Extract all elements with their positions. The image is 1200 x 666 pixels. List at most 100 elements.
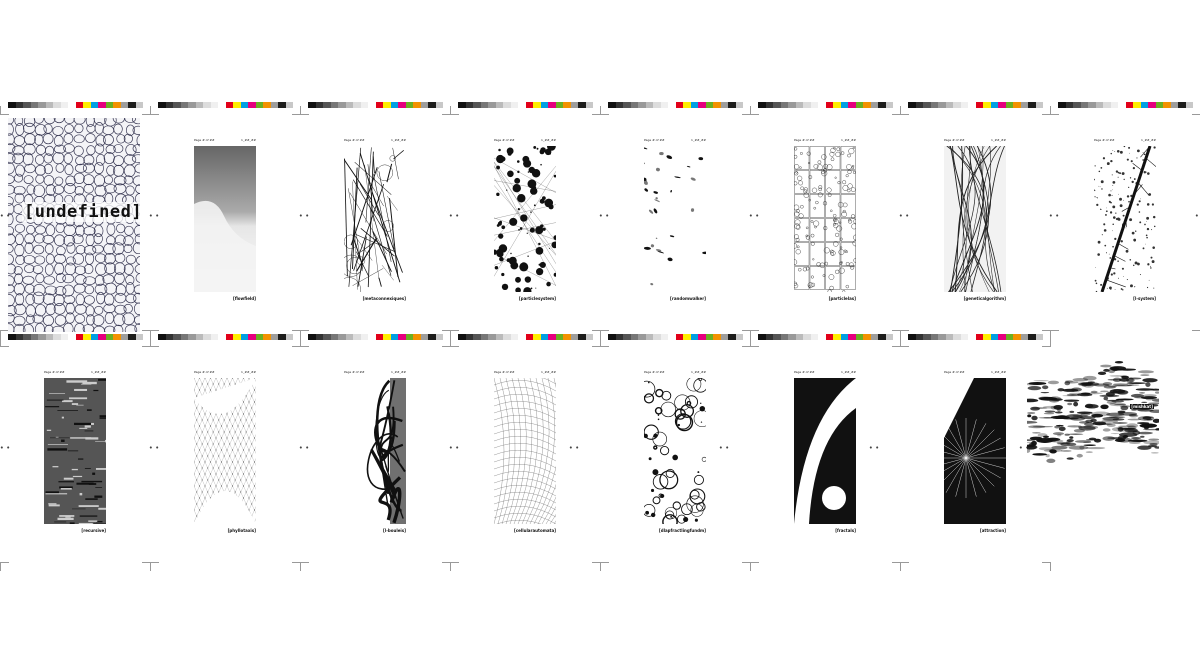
color-swatch bbox=[525, 334, 533, 340]
color-swatch bbox=[98, 102, 106, 108]
color-swatch bbox=[188, 334, 196, 340]
generative-artwork bbox=[344, 146, 406, 292]
color-calibration-bar bbox=[158, 334, 293, 340]
header-right: 1_##_## bbox=[991, 138, 1006, 142]
color-swatch bbox=[1020, 102, 1028, 108]
registration-mark: • • bbox=[868, 444, 880, 452]
color-swatch bbox=[675, 334, 683, 340]
header-left: Page # of ## bbox=[794, 370, 815, 374]
color-swatch bbox=[1065, 102, 1073, 108]
header-right: 1_##_## bbox=[391, 138, 406, 142]
color-swatch bbox=[638, 334, 646, 340]
registration-mark: • • bbox=[898, 212, 910, 220]
color-swatch bbox=[855, 334, 863, 340]
color-swatch bbox=[833, 334, 841, 340]
generative-artwork bbox=[794, 378, 856, 524]
color-swatch bbox=[210, 102, 218, 108]
generative-artwork bbox=[1094, 146, 1156, 292]
color-swatch bbox=[960, 334, 968, 340]
crop-mark bbox=[450, 106, 459, 115]
header-left: Page # of ## bbox=[944, 138, 965, 142]
header-left: Page # of ## bbox=[944, 370, 965, 374]
color-swatch bbox=[840, 102, 848, 108]
color-swatch bbox=[788, 102, 796, 108]
color-swatch bbox=[930, 334, 938, 340]
color-swatch bbox=[120, 102, 128, 108]
color-swatch bbox=[863, 102, 871, 108]
color-swatch bbox=[585, 102, 593, 108]
smoke-pattern bbox=[1027, 360, 1159, 464]
cover-title: [undefined] bbox=[22, 202, 140, 222]
color-swatch bbox=[473, 102, 481, 108]
color-swatch bbox=[668, 334, 676, 340]
color-calibration-bar bbox=[308, 334, 443, 340]
color-swatch bbox=[23, 102, 31, 108]
color-swatch bbox=[623, 334, 631, 340]
color-swatch bbox=[803, 102, 811, 108]
color-swatch bbox=[713, 334, 721, 340]
color-swatch bbox=[990, 102, 998, 108]
color-swatch bbox=[90, 102, 98, 108]
color-swatch bbox=[705, 102, 713, 108]
color-swatch bbox=[570, 334, 578, 340]
page-header: Page # of ## 1_##_## bbox=[494, 370, 556, 374]
color-swatch bbox=[473, 334, 481, 340]
color-swatch bbox=[960, 102, 968, 108]
crop-mark bbox=[900, 338, 909, 347]
color-swatch bbox=[105, 102, 113, 108]
crop-mark bbox=[1050, 106, 1059, 115]
color-swatch bbox=[735, 102, 743, 108]
artwork-mesh bbox=[194, 378, 256, 524]
color-swatch bbox=[1118, 102, 1126, 108]
color-swatch bbox=[525, 102, 533, 108]
art-page: Page # of ## 1_##_## [particlelas] bbox=[750, 102, 901, 339]
page-label: [particlesystem] bbox=[518, 296, 556, 301]
header-right: 1_##_## bbox=[541, 138, 556, 142]
color-swatch bbox=[840, 334, 848, 340]
color-swatch bbox=[240, 102, 248, 108]
color-swatch bbox=[263, 334, 271, 340]
page-label: [particlelas] bbox=[828, 296, 856, 301]
page-label: [cellularautomata] bbox=[513, 528, 556, 533]
color-swatch bbox=[1178, 102, 1186, 108]
color-swatch bbox=[495, 102, 503, 108]
color-swatch bbox=[585, 334, 593, 340]
color-swatch bbox=[908, 334, 916, 340]
color-swatch bbox=[1080, 102, 1088, 108]
color-swatch bbox=[983, 102, 991, 108]
color-swatch bbox=[1035, 334, 1043, 340]
color-swatch bbox=[375, 334, 383, 340]
page-header: Page # of ## 1_##_## bbox=[1094, 138, 1156, 142]
color-calibration-bar bbox=[758, 334, 893, 340]
color-swatch bbox=[863, 334, 871, 340]
color-swatch bbox=[233, 102, 241, 108]
color-swatch bbox=[698, 334, 706, 340]
color-swatch bbox=[278, 102, 286, 108]
color-swatch bbox=[638, 102, 646, 108]
color-swatch bbox=[923, 334, 931, 340]
color-swatch bbox=[323, 334, 331, 340]
color-swatch bbox=[255, 334, 263, 340]
crop-mark bbox=[150, 338, 159, 347]
color-swatch bbox=[788, 334, 796, 340]
header-right: 1_##_## bbox=[541, 370, 556, 374]
color-swatch bbox=[113, 102, 121, 108]
color-swatch bbox=[195, 102, 203, 108]
page-header: Page # of ## 1_##_## bbox=[344, 138, 406, 142]
registration-mark: • • bbox=[448, 444, 460, 452]
color-swatch bbox=[465, 102, 473, 108]
color-swatch bbox=[810, 334, 818, 340]
color-swatch bbox=[38, 334, 46, 340]
color-swatch bbox=[15, 102, 23, 108]
color-swatch bbox=[518, 334, 526, 340]
color-calibration-bar bbox=[8, 334, 143, 340]
generative-artwork bbox=[194, 146, 256, 292]
color-swatch bbox=[120, 334, 128, 340]
crop-mark bbox=[750, 562, 759, 571]
color-swatch bbox=[833, 102, 841, 108]
crop-mark bbox=[750, 106, 759, 115]
color-swatch bbox=[1095, 102, 1103, 108]
color-swatch bbox=[53, 334, 61, 340]
cell-pattern bbox=[8, 118, 140, 332]
color-calibration-bar bbox=[158, 102, 293, 108]
